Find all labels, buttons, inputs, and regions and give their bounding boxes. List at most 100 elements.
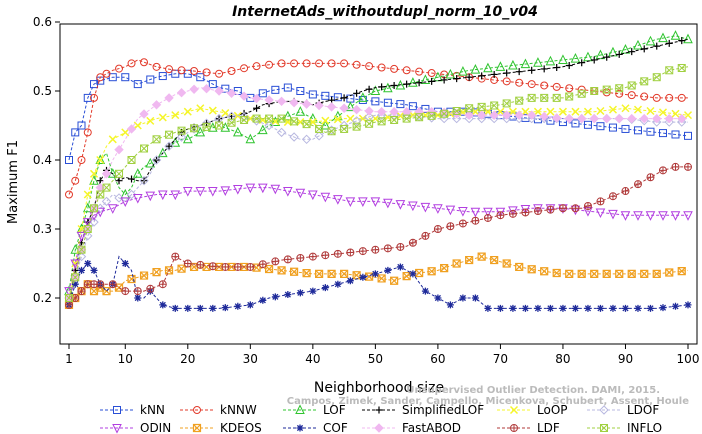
data-point	[157, 190, 168, 201]
data-point	[165, 65, 174, 74]
y-tick-label: 0.6	[33, 15, 52, 29]
data-point	[621, 104, 630, 113]
data-point	[471, 217, 479, 225]
data-point	[395, 200, 406, 210]
data-point	[677, 117, 687, 127]
legend-item-ldf: LDF	[497, 421, 560, 434]
data-point	[558, 107, 567, 116]
data-point	[552, 93, 561, 102]
data-point	[283, 187, 293, 197]
data-point	[501, 110, 512, 120]
data-point	[602, 113, 612, 124]
legend-item-fastabod: FastABOD	[362, 421, 461, 434]
data-point	[264, 264, 274, 274]
data-point	[234, 302, 242, 310]
data-point	[314, 131, 324, 141]
data-point	[158, 113, 167, 122]
data-point	[176, 88, 187, 98]
x-tick-label: 20	[180, 352, 195, 366]
data-point	[390, 64, 399, 73]
data-point	[374, 423, 384, 433]
data-point	[115, 169, 123, 178]
data-point	[271, 85, 280, 94]
data-point	[78, 266, 86, 274]
legend-label: LoOP	[537, 403, 568, 417]
series-inflo	[65, 64, 689, 302]
data-point	[351, 116, 362, 126]
data-point	[565, 61, 573, 69]
data-point	[83, 128, 92, 137]
data-point	[465, 104, 474, 113]
y-axis-label: Maximum F1	[6, 140, 21, 224]
x-tick-label: 50	[368, 352, 383, 366]
data-point	[315, 269, 324, 278]
data-point	[502, 99, 511, 108]
data-point	[402, 114, 411, 123]
data-point	[445, 205, 456, 216]
data-point	[615, 84, 624, 93]
legend-label: kNNW	[220, 403, 257, 417]
data-point	[270, 116, 281, 127]
data-point	[489, 110, 499, 120]
data-point	[440, 264, 449, 273]
data-point	[152, 62, 161, 71]
data-point	[590, 87, 599, 95]
data-point	[192, 423, 202, 433]
data-point	[559, 304, 567, 312]
data-point	[683, 33, 693, 44]
data-point	[113, 406, 121, 414]
data-point	[595, 49, 606, 60]
data-point	[259, 296, 267, 304]
data-point	[658, 211, 668, 221]
data-point	[384, 244, 392, 252]
data-point	[214, 86, 224, 96]
data-point	[90, 204, 99, 213]
data-point	[196, 73, 205, 82]
data-point	[470, 63, 481, 74]
data-point	[296, 289, 304, 297]
data-point	[683, 211, 693, 221]
data-point	[71, 280, 79, 288]
data-point	[552, 268, 561, 278]
y-axis: 0.2 0.3 0.4 0.5 0.6	[33, 15, 60, 305]
data-point	[659, 304, 667, 312]
data-point	[427, 111, 436, 120]
data-point	[327, 127, 336, 136]
data-point	[390, 115, 399, 124]
data-point	[440, 109, 449, 118]
data-point	[146, 116, 155, 125]
data-point	[421, 104, 430, 113]
data-point	[90, 204, 98, 213]
data-point	[465, 73, 473, 81]
data-point	[600, 424, 608, 432]
data-point	[390, 276, 399, 285]
data-point	[409, 239, 417, 247]
data-point	[171, 253, 179, 261]
data-point	[483, 62, 493, 73]
data-point	[270, 184, 281, 195]
data-point	[371, 270, 379, 278]
data-point	[608, 123, 617, 132]
data-point	[608, 105, 618, 114]
data-point	[258, 124, 268, 135]
data-point	[265, 114, 273, 123]
data-point	[96, 155, 105, 165]
data-point	[458, 207, 468, 217]
data-point	[365, 85, 373, 93]
data-point	[465, 104, 474, 113]
data-point	[365, 119, 374, 128]
data-point	[134, 287, 142, 295]
data-point	[277, 114, 286, 123]
data-point	[302, 120, 311, 129]
data-point	[195, 187, 206, 197]
data-point	[476, 113, 487, 124]
data-point	[640, 269, 649, 278]
data-point	[533, 204, 543, 214]
data-point	[565, 269, 574, 278]
data-point	[227, 118, 236, 127]
data-point	[351, 104, 362, 115]
data-point	[220, 122, 231, 132]
series-ldf	[65, 162, 692, 309]
data-point	[458, 66, 468, 76]
data-point	[583, 51, 593, 62]
